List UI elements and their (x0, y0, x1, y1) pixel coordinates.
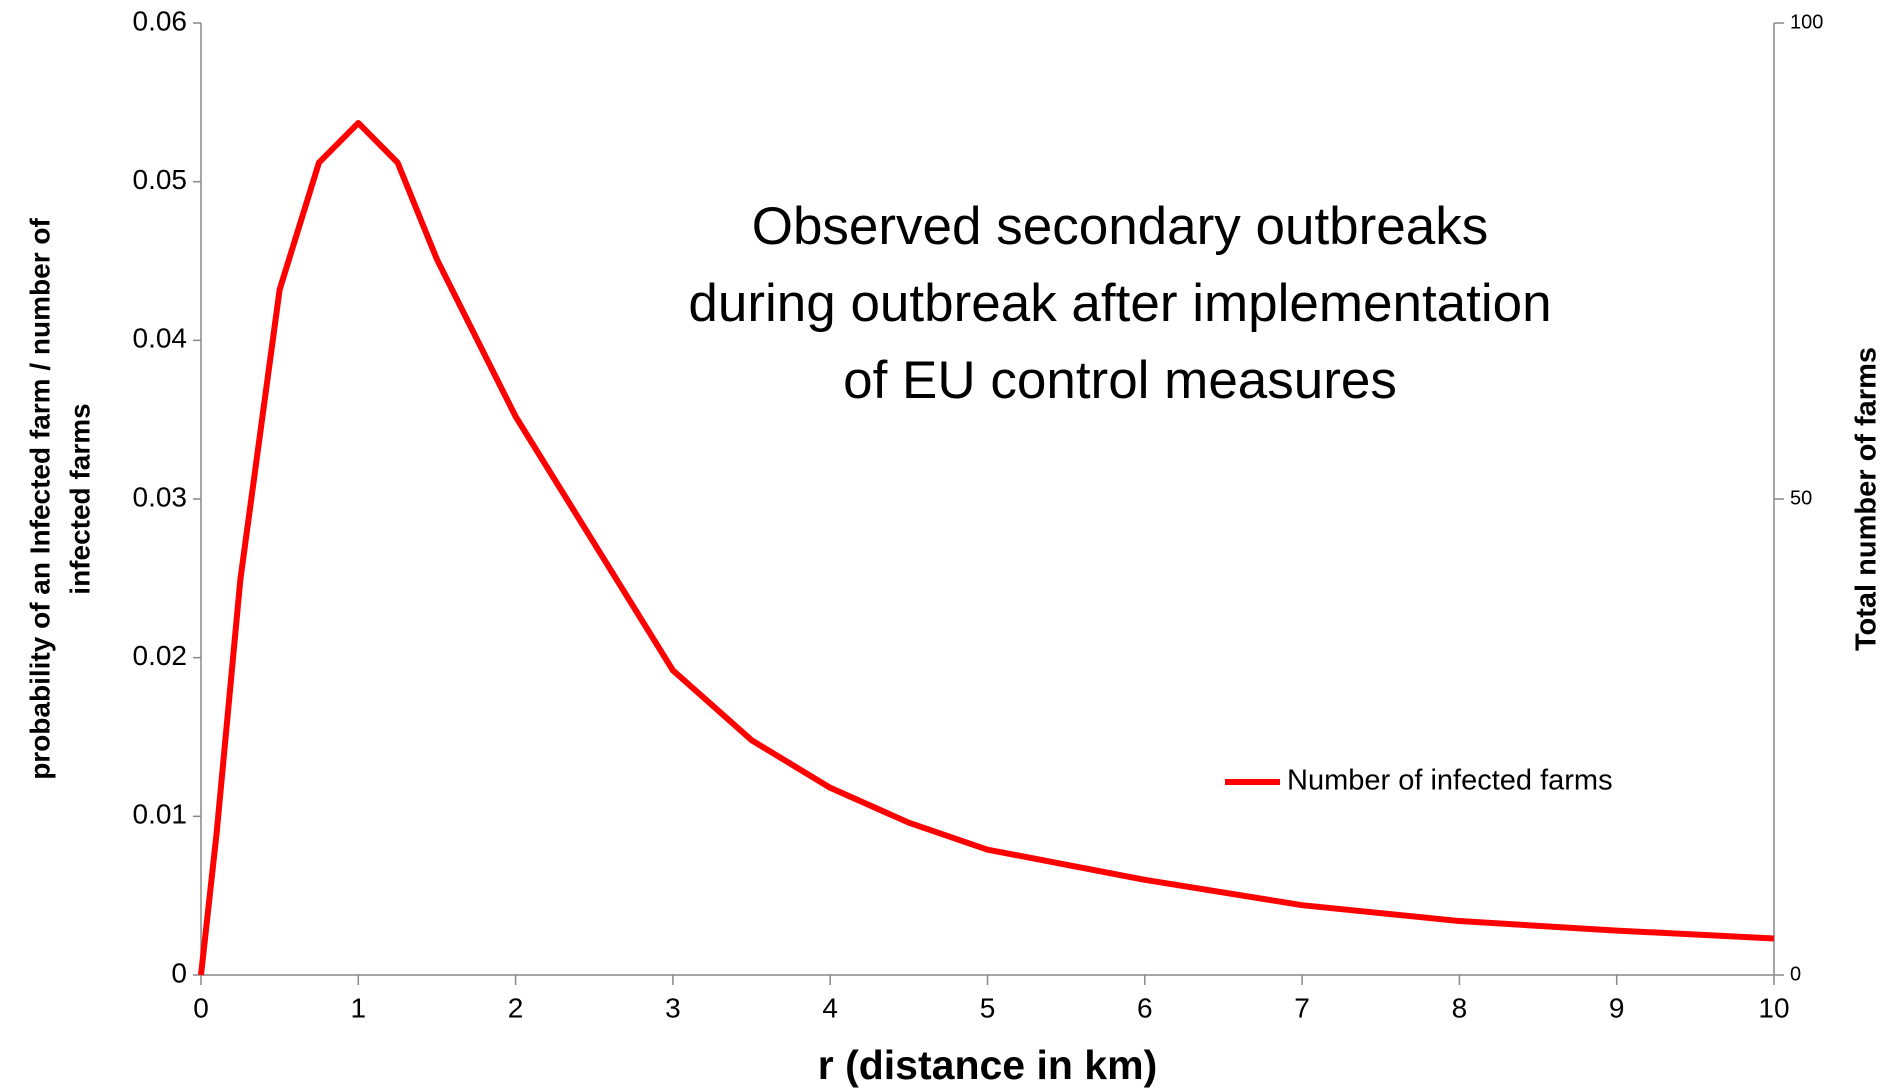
annotation: during outbreak after implementation (688, 274, 1551, 333)
x-tick-label: 0 (193, 992, 209, 1023)
y2-tick-label: 50 (1790, 487, 1812, 509)
y-tick-label: 0.02 (133, 640, 188, 671)
x-axis-label: r (distance in km) (818, 1042, 1157, 1088)
y-tick-label: 0.03 (133, 481, 188, 512)
annotation: of EU control measures (843, 351, 1397, 410)
x-tick-label: 7 (1294, 992, 1310, 1023)
x-tick-label: 8 (1452, 992, 1468, 1023)
y-tick-label: 0 (171, 957, 187, 988)
line-series (198, 119, 1775, 976)
y-tick-label: 0.05 (133, 164, 188, 195)
legend-label: Number of infected farms (1287, 765, 1613, 797)
x-tick-label: 2 (508, 992, 524, 1023)
x-tick-label: 9 (1609, 992, 1625, 1023)
annotation: Observed secondary outbreaks (752, 197, 1489, 256)
y-axis-label: probability of an Infected farm / number… (24, 218, 55, 780)
y-tick-label: 0.01 (133, 799, 188, 830)
x-tick-label: 1 (351, 992, 367, 1023)
y2-tick-label: 100 (1790, 11, 1823, 33)
y2-axis-label: Total number of farms (1851, 347, 1883, 651)
y-axis-label: infected farms (64, 403, 95, 594)
x-tick-label: 5 (980, 992, 996, 1023)
y2-tick-label: 0 (1790, 963, 1801, 985)
x-tick-label: 10 (1758, 992, 1789, 1023)
x-tick-label: 4 (822, 992, 838, 1023)
y-tick-label: 0.06 (133, 5, 188, 36)
y-tick-label: 0.04 (133, 323, 188, 354)
x-tick-label: 3 (665, 992, 681, 1023)
x-tick-label: 6 (1137, 992, 1153, 1023)
